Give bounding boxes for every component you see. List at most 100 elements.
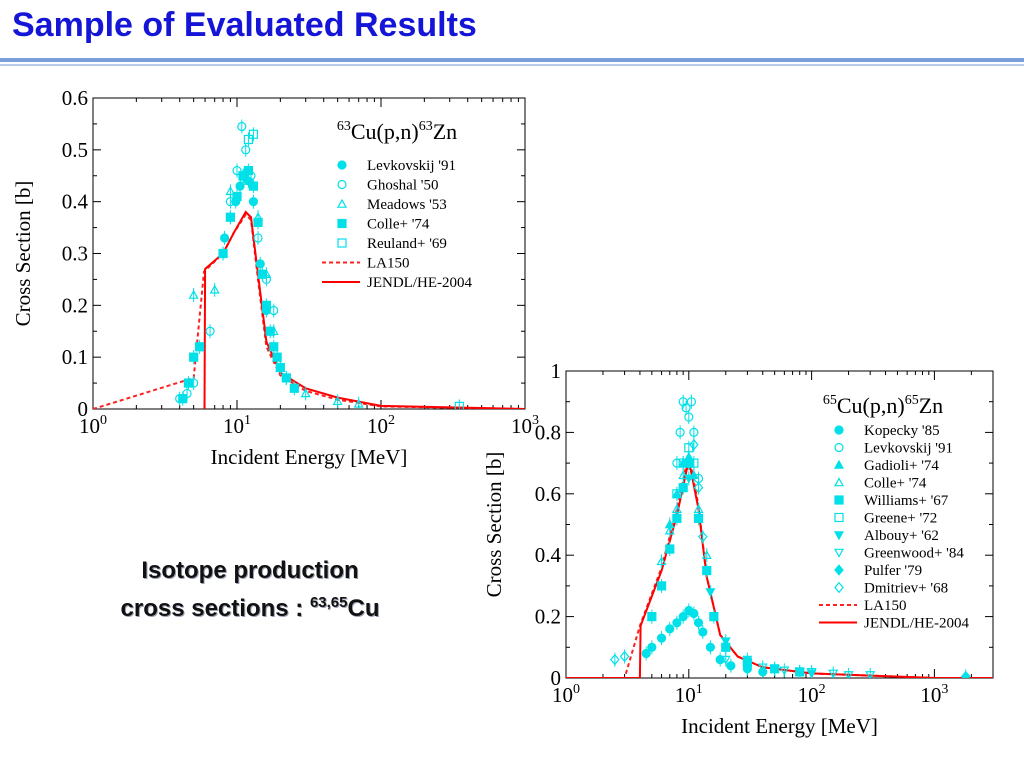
cu63-point-meadows-53 xyxy=(332,395,343,406)
cu63-xtick-label: 102 xyxy=(367,413,395,438)
cu65-point-kopecky-85 xyxy=(678,612,688,622)
caption-line1: Isotope production xyxy=(141,557,359,584)
cu63-ytick-label: 0.2 xyxy=(62,293,88,317)
cu65-xtick-label: 101 xyxy=(675,682,703,707)
cu65-ytick-label: 0.2 xyxy=(535,605,561,629)
cu65-point-williams-67 xyxy=(693,513,704,523)
cu65-point-dmitriev-68 xyxy=(619,650,630,663)
cu65-ytick-label: 0.8 xyxy=(535,420,561,444)
cu65-point-levkovskij-91 xyxy=(686,397,697,407)
cu65-line-la150 xyxy=(566,453,993,678)
cu63-point-levkovskij-91 xyxy=(248,197,259,207)
cu63-legend-marker xyxy=(337,160,347,170)
cu63-point-ghoshal-50 xyxy=(253,233,263,243)
cu65-point-kopecky-85 xyxy=(693,618,704,628)
cu63-legend-label: JENDL/HE-2004 xyxy=(367,275,472,291)
cu65-legend-marker xyxy=(834,442,844,453)
cu63-point-ghoshal-50 xyxy=(269,305,279,316)
cu63-legend: Levkovskij '91 Ghoshal '50 Meadows '53 Coll… xyxy=(322,158,472,291)
cu65-ylabel: Cross Section [b] xyxy=(482,452,506,598)
cu65-svg: 0 0.2 0.4 0.6 0.8 1 100 101 102 103 Incident Energ… xyxy=(482,359,994,738)
caption-mass-numbers: 63,65 xyxy=(309,594,348,611)
cu63-point-meadows-53 xyxy=(209,284,220,294)
cu63-point-colle-74 xyxy=(218,248,228,259)
cu63-legend-label: Ghoshal '50 xyxy=(367,178,438,194)
cu65-point-greenwood-84 xyxy=(865,671,876,678)
cu63-plot-frame xyxy=(92,97,526,410)
cu63-point-levkovskij-91 xyxy=(255,259,265,269)
title-divider xyxy=(0,58,1024,62)
cu63-legend-marker xyxy=(337,218,347,229)
cu65-point-greene-72 xyxy=(678,458,688,468)
title-divider-light xyxy=(0,64,1024,66)
cu65-point-greene-72 xyxy=(689,458,699,468)
cu65-xtick-label: 103 xyxy=(920,682,948,707)
cu65-point-albouy-62 xyxy=(683,474,694,484)
cu63-point-colle-74 xyxy=(257,269,267,279)
cu65-legend-label: JENDL/HE-2004 xyxy=(864,616,969,632)
cu65-xtick-label: 102 xyxy=(798,682,826,707)
cu65-legend-label: Dmitriev+ '68 xyxy=(864,581,948,597)
cu63-point-colle-74 xyxy=(261,300,271,310)
cu65-legend-marker xyxy=(833,531,845,541)
cu63-legend-label: Reuland+ '69 xyxy=(367,236,447,252)
cu65-legend-label: Colle+ '74 xyxy=(864,476,927,492)
cu63-point-ghoshal-50 xyxy=(241,145,251,155)
chart-cu65: 0 0.2 0.4 0.6 0.8 1 100 101 102 103 Incident Energ… xyxy=(478,355,1008,755)
cu63-point-colle-74 xyxy=(275,362,285,373)
cu65-point-williams-67 xyxy=(665,544,675,554)
cu65-point-kopecky-85 xyxy=(698,627,708,637)
slide-title: Sample of Evaluated Results xyxy=(12,6,477,44)
cu65-point-kopecky-85 xyxy=(705,642,716,652)
cu65-point-albouy-62 xyxy=(794,668,805,678)
cu63-legend-marker xyxy=(337,179,347,190)
cu63-point-levkovskij-91 xyxy=(219,233,230,243)
cu65-legend-marker xyxy=(834,564,844,576)
cu65-point-colle-74 xyxy=(664,525,675,535)
cu63-point-reuland-69 xyxy=(243,134,254,145)
cu63-point-colle-74 xyxy=(243,165,254,176)
cu65-point-williams-67 xyxy=(684,458,694,468)
cu65-point-kopecky-85 xyxy=(665,624,675,634)
cu63-xtick-label: 100 xyxy=(79,413,107,438)
cu63-point-colle-74 xyxy=(281,373,291,383)
cu65-point-williams-67 xyxy=(647,612,657,622)
caption-prefix: cross sections : xyxy=(120,595,310,622)
cu65-ytick-label: 0 xyxy=(551,666,562,690)
cu65-point-colle-74 xyxy=(656,556,667,566)
caption-line2: cross sections : 63,65Cu xyxy=(70,587,430,625)
cu65-point-kopecky-85 xyxy=(647,642,657,652)
cu63-point-ghoshal-50 xyxy=(232,165,242,176)
cu65-point-greenwood-84 xyxy=(742,661,753,671)
cu65-point-williams-67 xyxy=(656,581,667,591)
cu65-legend-label: Gadioli+ '74 xyxy=(864,458,939,474)
cu65-point-greenwood-84 xyxy=(757,663,768,673)
cu63-point-ghoshal-50 xyxy=(205,326,215,336)
cu63-legend-label: Colle+ '74 xyxy=(367,217,430,233)
chart-cu63: 0 0.1 0.2 0.3 0.4 0.5 0.6 100 101 102 103 Incident … xyxy=(0,82,540,482)
cu63-legend-label: Meadows '53 xyxy=(367,197,447,213)
cu63-point-colle-74 xyxy=(265,326,275,336)
cu63-point-meadows-53 xyxy=(353,398,364,408)
cu63-xtick-label: 103 xyxy=(511,413,539,438)
cu65-point-williams-67 xyxy=(672,513,682,523)
cu63-line-la150 xyxy=(93,213,525,409)
cu65-point-greene-72 xyxy=(672,489,682,499)
cu63-ytick-label: 0 xyxy=(78,397,89,421)
cu65-legend-marker xyxy=(833,548,845,558)
cu65-point-kopecky-85 xyxy=(689,608,699,619)
cu63-ylabel: Cross Section [b] xyxy=(11,181,35,327)
cu65-point-albouy-62 xyxy=(720,637,731,647)
cu65-point-williams-67 xyxy=(678,483,688,493)
cu65-legend-marker xyxy=(834,512,844,523)
cu63-point-colle-74 xyxy=(248,181,259,191)
cu65-point-kopecky-85 xyxy=(672,618,682,628)
cu63-point-reuland-69 xyxy=(248,129,259,139)
cu63-point-colle-74 xyxy=(189,352,199,362)
cu63-legend-marker xyxy=(337,238,347,248)
cu63-legend-marker xyxy=(336,198,348,208)
cu65-point-dmitriev-68 xyxy=(693,481,704,494)
cu65-legend-label: LA150 xyxy=(864,598,907,614)
cu63-xlabel: Incident Energy [MeV] xyxy=(211,445,408,469)
